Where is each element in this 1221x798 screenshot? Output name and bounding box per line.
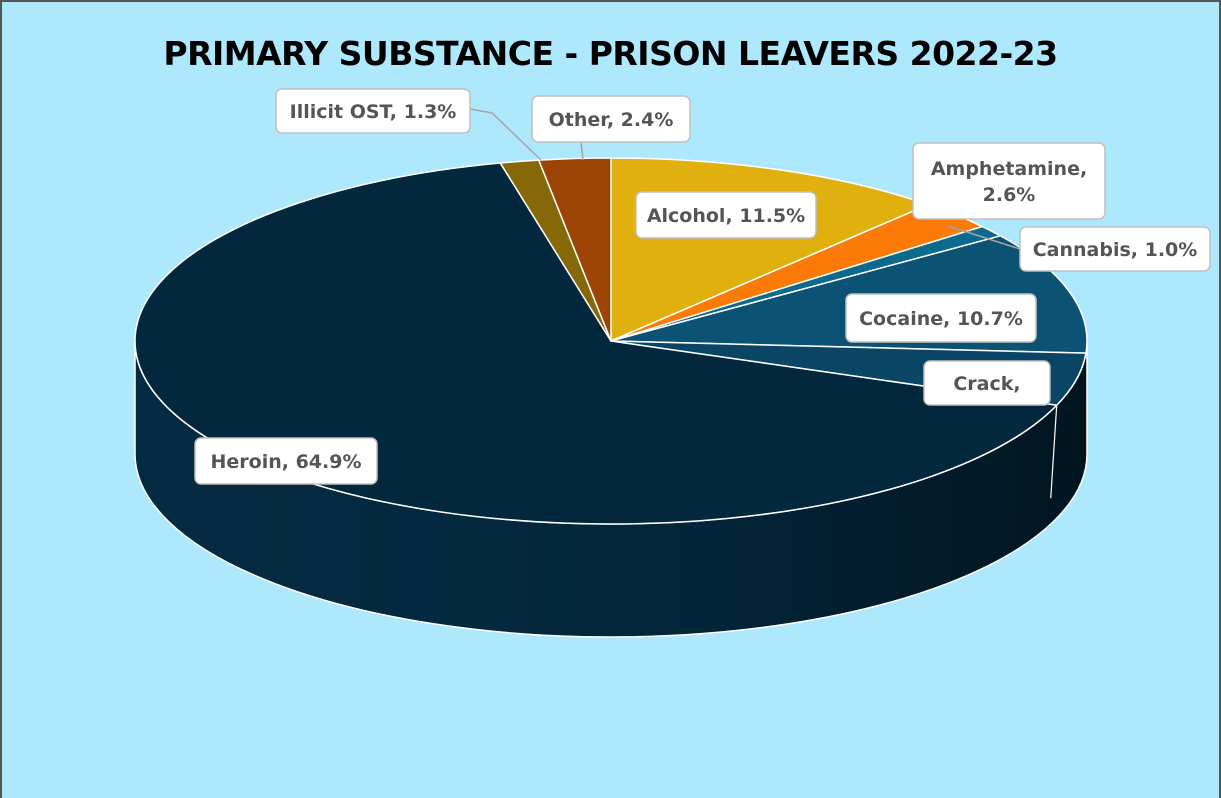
pie-side-edge xyxy=(1050,405,1058,499)
data-label-alcohol: Alcohol, 11.5% xyxy=(647,205,805,227)
data-label-cocaine: Cocaine, 10.7% xyxy=(859,308,1023,330)
leader-line-cannabis xyxy=(947,225,1021,250)
data-label-heroin: Heroin, 64.9% xyxy=(211,451,362,473)
chart-title: PRIMARY SUBSTANCE - PRISON LEAVERS 2022-… xyxy=(163,34,1058,73)
pie-leader-lines xyxy=(469,108,1021,250)
data-label-crack: Crack, xyxy=(953,373,1020,395)
leader-line-other xyxy=(580,141,584,161)
data-label-cannabis: Cannabis, 1.0% xyxy=(1033,239,1198,261)
data-label-amphetamine-line-1: Amphetamine, xyxy=(931,158,1087,180)
data-label-box-amphetamine xyxy=(912,142,1106,220)
data-label-box-crack xyxy=(923,360,1051,406)
pie-labels: Alcohol, 11.5% Amphetamine, 2.6% Cannabis, … xyxy=(194,88,1211,485)
leader-line-illicit-ost xyxy=(469,108,542,161)
data-label-box-cocaine xyxy=(845,293,1037,343)
data-label-amphetamine-line-2: 2.6% xyxy=(983,184,1036,206)
data-label-box-illicit-ost xyxy=(275,88,471,134)
data-label-box-cannabis xyxy=(1019,226,1211,272)
data-label-box-other xyxy=(531,95,691,143)
data-label-illicit-ost: Illicit OST, 1.3% xyxy=(290,101,457,123)
data-label-box-heroin xyxy=(194,437,378,485)
pie-slice-other xyxy=(538,157,612,342)
data-label-box-alcohol xyxy=(635,191,817,239)
data-label-other: Other, 2.4% xyxy=(549,109,674,131)
